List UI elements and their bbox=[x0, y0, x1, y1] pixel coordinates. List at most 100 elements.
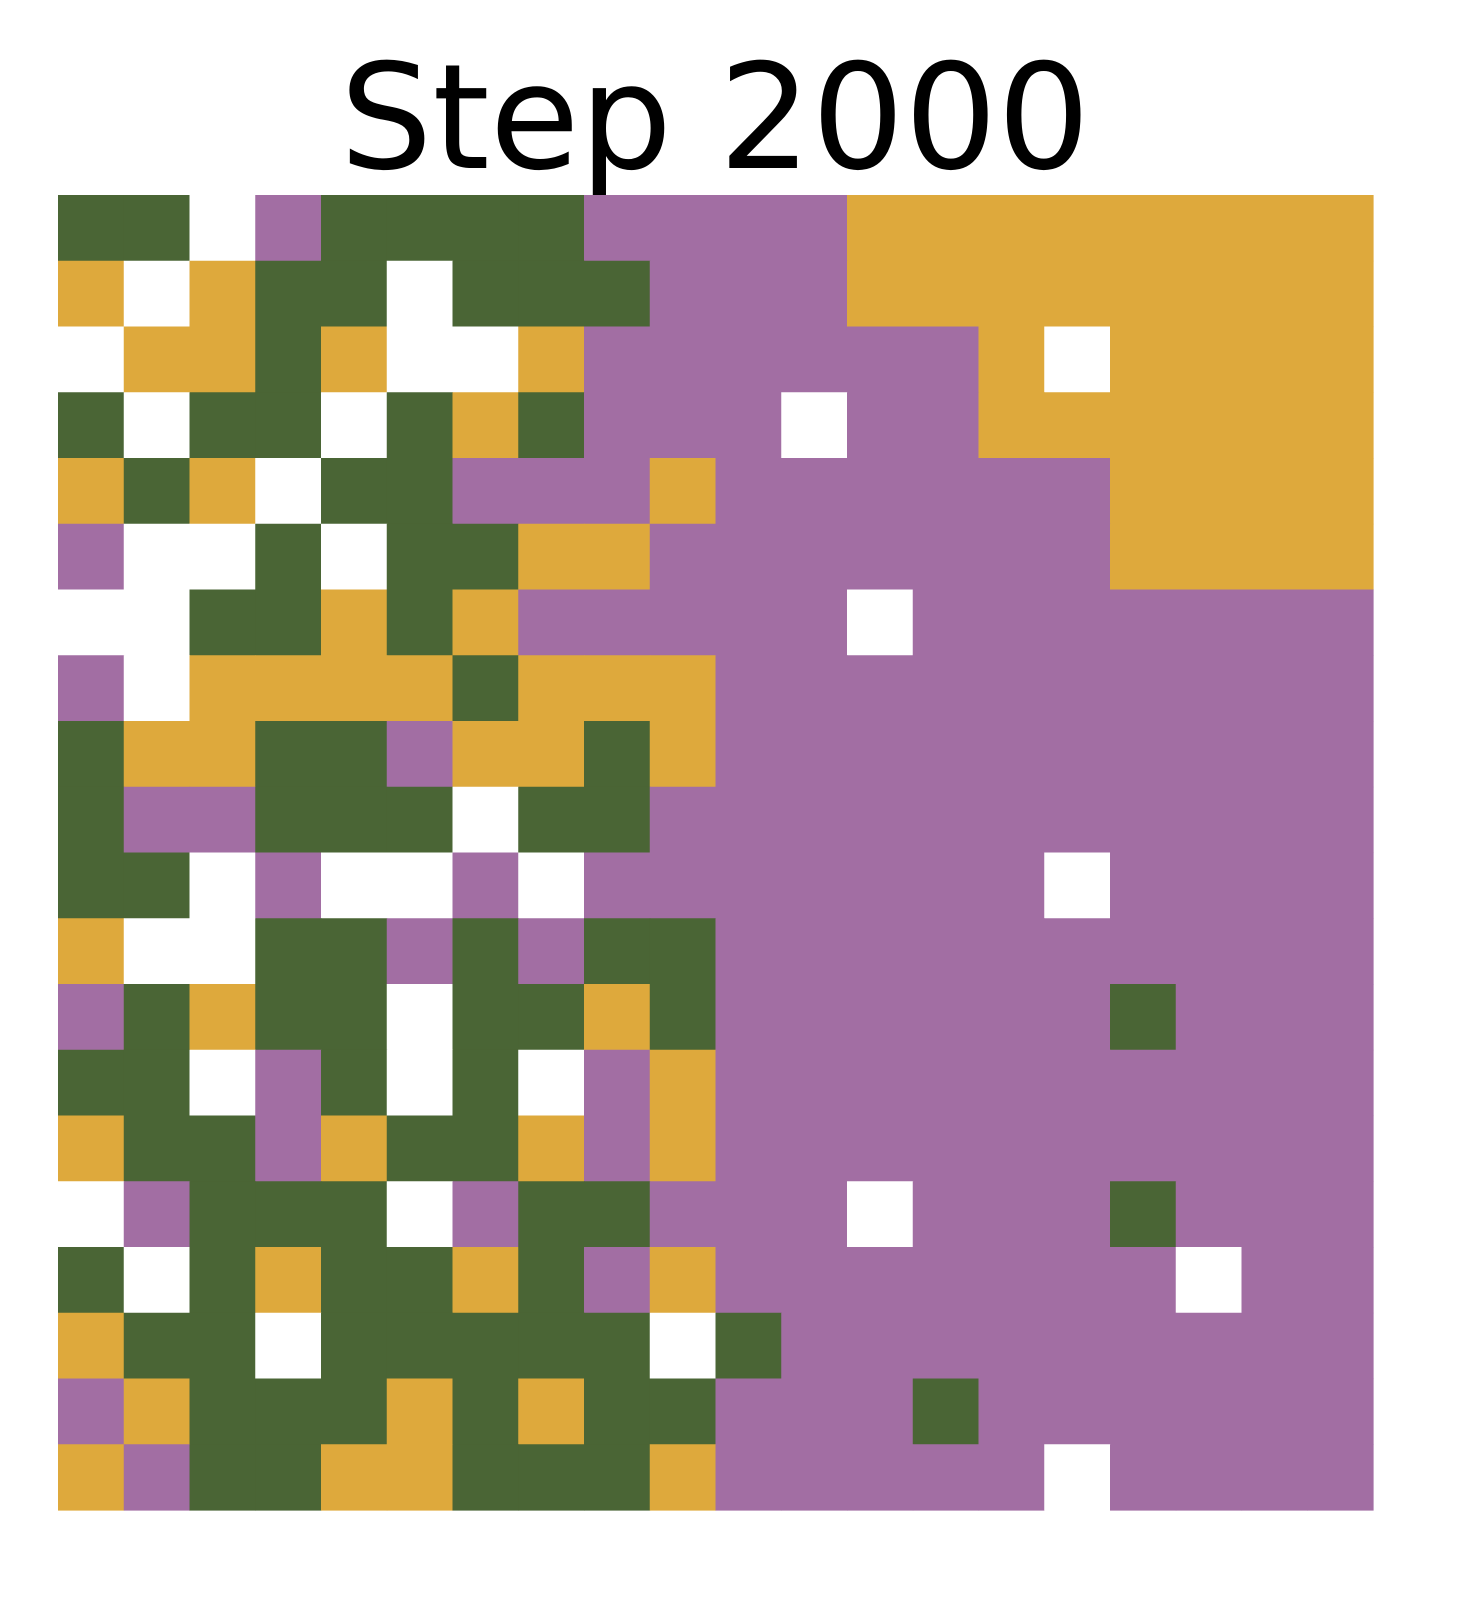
cell bbox=[518, 984, 585, 1051]
cell bbox=[1307, 523, 1374, 591]
cell bbox=[189, 786, 256, 854]
cell bbox=[912, 655, 980, 722]
cell bbox=[649, 852, 717, 919]
cell bbox=[1241, 458, 1308, 525]
cell bbox=[1241, 655, 1308, 722]
cell bbox=[58, 1181, 125, 1248]
cell bbox=[452, 392, 519, 459]
cell bbox=[847, 1115, 914, 1182]
cell bbox=[847, 589, 914, 656]
cell bbox=[255, 1312, 322, 1380]
cell bbox=[518, 326, 585, 393]
cell bbox=[1307, 1247, 1374, 1314]
cell bbox=[1241, 523, 1308, 591]
cell bbox=[452, 589, 519, 656]
cell bbox=[255, 260, 322, 328]
cell bbox=[1307, 1049, 1374, 1117]
cell bbox=[978, 1378, 1045, 1445]
cell bbox=[715, 392, 782, 459]
cell bbox=[781, 458, 848, 525]
cell bbox=[386, 918, 454, 985]
cell bbox=[321, 1312, 388, 1380]
cell bbox=[978, 786, 1045, 854]
cell bbox=[189, 326, 256, 393]
cell bbox=[123, 918, 191, 985]
cell bbox=[189, 721, 256, 788]
cell bbox=[1241, 1312, 1308, 1380]
cell bbox=[1110, 984, 1177, 1051]
cell bbox=[1241, 1444, 1308, 1511]
cell bbox=[123, 589, 191, 656]
cell bbox=[715, 589, 782, 656]
cell bbox=[452, 1049, 519, 1117]
cell bbox=[518, 458, 585, 525]
cell bbox=[584, 326, 651, 393]
cell bbox=[1175, 984, 1243, 1051]
cell bbox=[1307, 918, 1374, 985]
cell bbox=[847, 1049, 914, 1117]
cell bbox=[847, 721, 914, 788]
cell bbox=[452, 1247, 519, 1314]
cell bbox=[1044, 589, 1111, 656]
cell bbox=[255, 1444, 322, 1511]
cell bbox=[386, 195, 454, 262]
cell bbox=[255, 195, 322, 262]
cell bbox=[58, 1115, 125, 1182]
cell bbox=[123, 1444, 191, 1511]
cell bbox=[58, 721, 125, 788]
cell bbox=[649, 984, 717, 1051]
cell bbox=[255, 1115, 322, 1182]
cell bbox=[58, 1247, 125, 1314]
cell bbox=[58, 392, 125, 459]
cell bbox=[386, 721, 454, 788]
cell bbox=[584, 655, 651, 722]
cell bbox=[1307, 458, 1374, 525]
cell bbox=[321, 786, 388, 854]
cell bbox=[123, 195, 191, 262]
cell bbox=[912, 918, 980, 985]
cell bbox=[715, 523, 782, 591]
cell bbox=[1044, 1181, 1111, 1248]
cell bbox=[123, 655, 191, 722]
cell bbox=[649, 326, 717, 393]
cell bbox=[584, 195, 651, 262]
cell bbox=[978, 1181, 1045, 1248]
cell bbox=[1110, 260, 1177, 328]
cell bbox=[1175, 260, 1243, 328]
cell bbox=[189, 918, 256, 985]
cell bbox=[255, 523, 322, 591]
cell bbox=[715, 195, 782, 262]
cell bbox=[1044, 655, 1111, 722]
cell bbox=[386, 1444, 454, 1511]
cell bbox=[781, 1115, 848, 1182]
cell bbox=[386, 523, 454, 591]
cell bbox=[321, 1247, 388, 1314]
cell bbox=[452, 918, 519, 985]
cell bbox=[715, 1115, 782, 1182]
cell bbox=[518, 1444, 585, 1511]
cell bbox=[781, 589, 848, 656]
cell bbox=[649, 523, 717, 591]
cell bbox=[1110, 1049, 1177, 1117]
cell bbox=[781, 984, 848, 1051]
cell bbox=[123, 1378, 191, 1445]
cell bbox=[386, 1378, 454, 1445]
cell bbox=[1241, 1115, 1308, 1182]
cell bbox=[912, 458, 980, 525]
cell bbox=[255, 392, 322, 459]
cell bbox=[452, 655, 519, 722]
cell bbox=[518, 1378, 585, 1445]
cell bbox=[321, 195, 388, 262]
cell bbox=[1044, 1115, 1111, 1182]
cell bbox=[1044, 195, 1111, 262]
cell bbox=[649, 458, 717, 525]
cell bbox=[847, 260, 914, 328]
cell bbox=[584, 984, 651, 1051]
cell bbox=[123, 852, 191, 919]
cell bbox=[1044, 523, 1111, 591]
cell bbox=[912, 1312, 980, 1380]
cell bbox=[58, 589, 125, 656]
cell bbox=[978, 589, 1045, 656]
cell bbox=[649, 1049, 717, 1117]
cell bbox=[715, 260, 782, 328]
